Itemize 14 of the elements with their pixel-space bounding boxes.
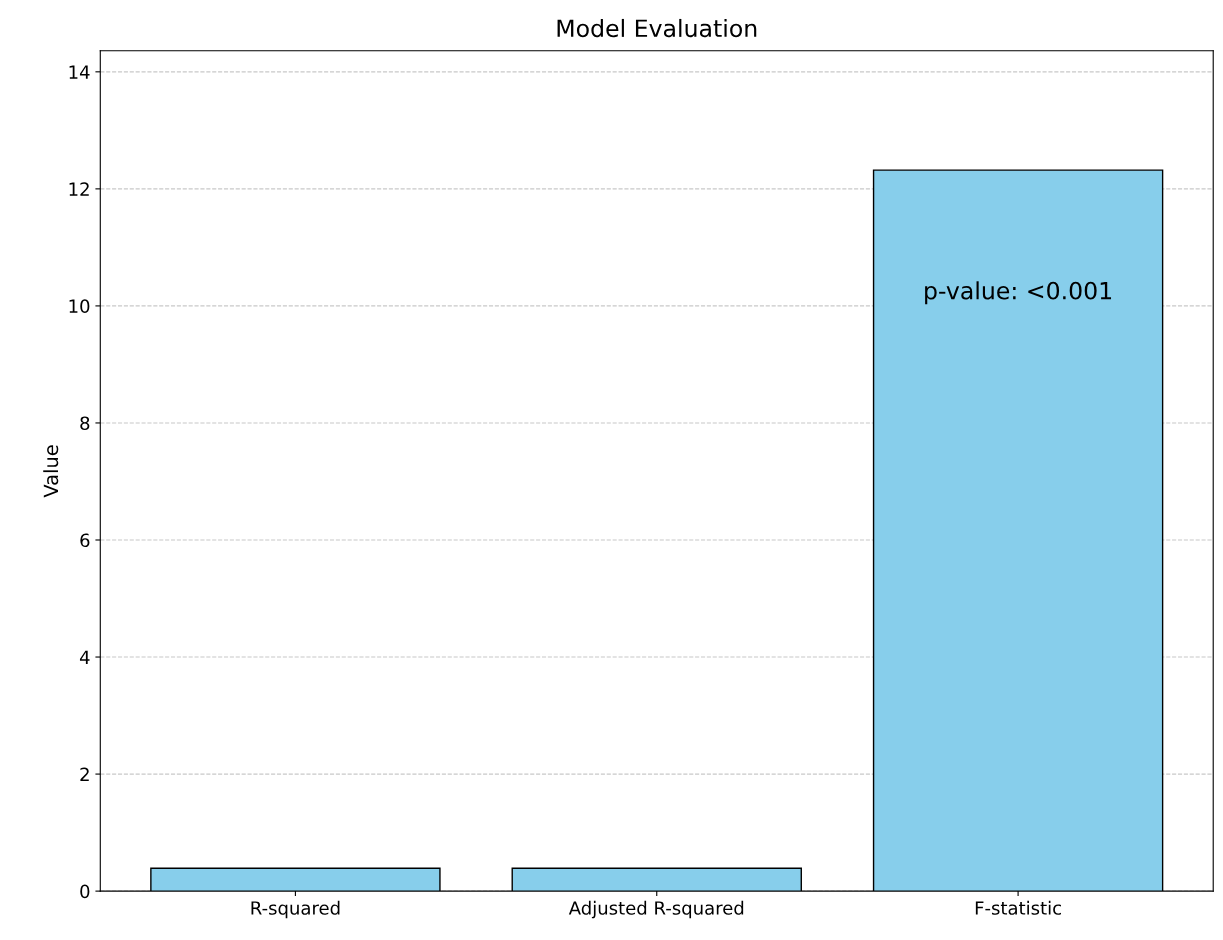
x-tick-label: R-squared [251, 900, 340, 919]
y-tick-label: 10 [69, 299, 90, 314]
y-tick-label: 0 [80, 884, 90, 899]
chart-title: Model Evaluation [557, 18, 757, 38]
y-axis-title: Value [43, 445, 59, 498]
y-tick-label: 2 [80, 767, 89, 781]
annotation: p-value: <0.001 [925, 281, 1112, 305]
x-tick-label: Adjusted R-squared [568, 900, 744, 919]
y-tick-label: 6 [80, 533, 90, 548]
y-tick-label: 8 [80, 416, 90, 431]
y-tick-label: 12 [69, 182, 89, 196]
y-tick-label: 14 [69, 65, 90, 79]
x-tick-label: F-statistic [975, 900, 1061, 915]
y-tick-label: 4 [79, 650, 90, 664]
